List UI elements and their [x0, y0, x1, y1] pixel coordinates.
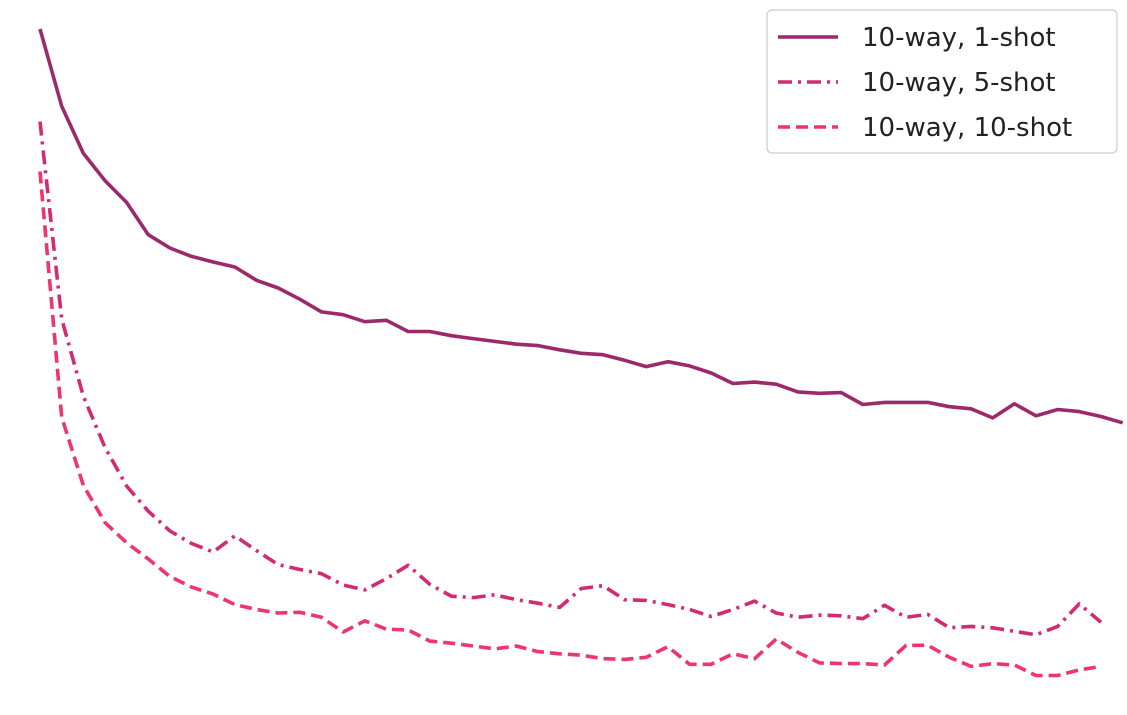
legend-frame: [766, 9, 1118, 154]
legend-label-5-shot: 10-way, 5-shot: [862, 68, 1056, 98]
legend-label-10-shot: 10-way, 10-shot: [862, 113, 1072, 143]
series-line-3: [38, 171, 1102, 678]
legend-label-1-shot: 10-way, 1-shot: [862, 23, 1056, 53]
series-line-2: [38, 121, 1103, 637]
series-line-1: [38, 28, 1124, 425]
plot-area: [38, 28, 1124, 678]
legend: 10-way, 1-shot 10-way, 5-shot 10-way, 10…: [766, 9, 1118, 154]
